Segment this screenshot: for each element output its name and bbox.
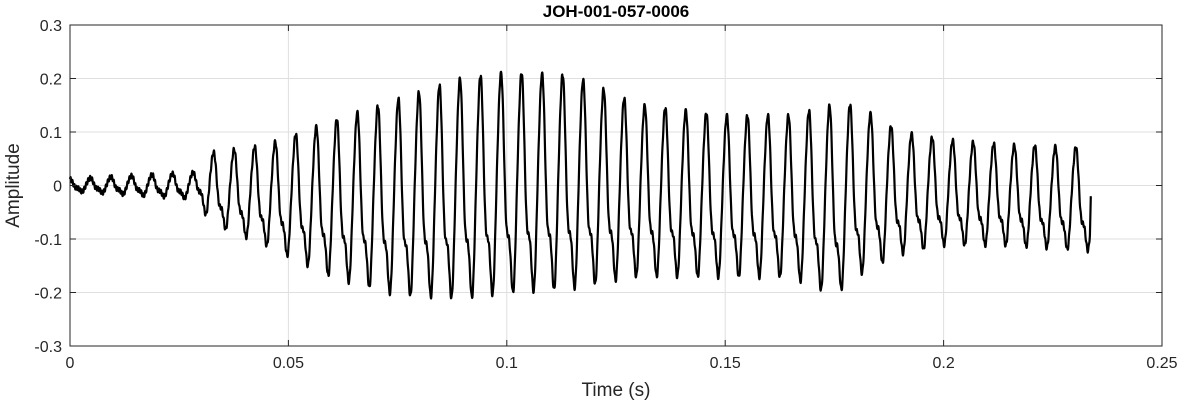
axis-ticks: 0 0.05 0.1 0.15 0.2 0.25 0.3 0.2 0.1 0 -0.1 -0.2 -0.… bbox=[34, 18, 1177, 372]
chart-title: JOH-001-057-0006 bbox=[543, 2, 689, 21]
y-axis-label: Amplitude bbox=[3, 143, 24, 228]
y-tick-label: 0 bbox=[53, 179, 62, 196]
amplitude-signal-line bbox=[68, 70, 1092, 300]
y-tick-label: -0.2 bbox=[34, 286, 62, 303]
x-tick-label: 0.2 bbox=[932, 355, 954, 372]
signal-layer bbox=[68, 70, 1092, 300]
y-tick-label: -0.3 bbox=[34, 339, 62, 356]
x-tick-label: 0.15 bbox=[710, 355, 741, 372]
x-tick-label: 0.25 bbox=[1146, 355, 1177, 372]
x-axis-label: Time (s) bbox=[582, 380, 651, 401]
grid bbox=[69, 24, 1163, 347]
y-tick-label: 0.3 bbox=[40, 18, 62, 35]
x-tick-label: 0.05 bbox=[273, 355, 304, 372]
y-tick-label: 0.2 bbox=[40, 72, 62, 89]
y-tick-label: 0.1 bbox=[40, 125, 62, 142]
y-tick-label: -0.1 bbox=[34, 232, 62, 249]
x-tick-label: 0 bbox=[66, 355, 75, 372]
x-tick-label: 0.1 bbox=[496, 355, 518, 372]
